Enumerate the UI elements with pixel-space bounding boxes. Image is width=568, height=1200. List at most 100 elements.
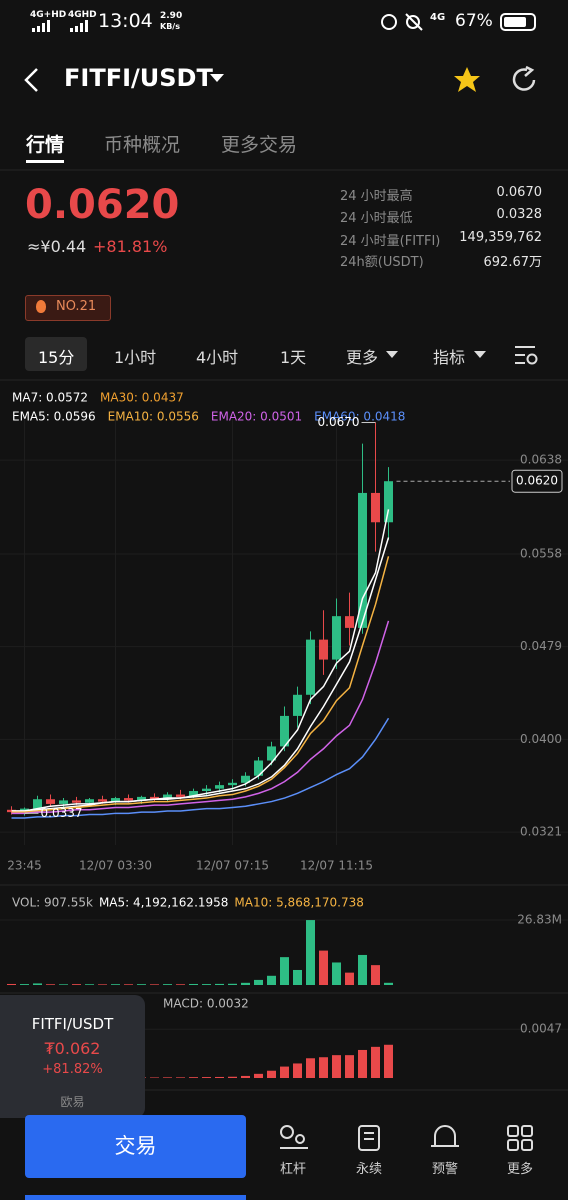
bar bbox=[33, 983, 42, 985]
bar bbox=[384, 982, 393, 985]
bar bbox=[20, 984, 29, 985]
nav-icons bbox=[280, 1125, 533, 1151]
bar bbox=[267, 975, 276, 985]
network: 4G+HD bbox=[30, 10, 67, 20]
back-button[interactable] bbox=[22, 66, 42, 94]
clock: 13:04 bbox=[98, 10, 153, 32]
rank-badge: NO.21 bbox=[25, 295, 111, 321]
panel-legend: MA10: 5,868,170.738 bbox=[234, 896, 363, 910]
dropdown-icon[interactable] bbox=[208, 72, 226, 84]
bar bbox=[150, 1077, 159, 1078]
indicator-line bbox=[11, 509, 390, 812]
indicator-legend: MA7: 0.0572 bbox=[12, 391, 88, 405]
candle-body bbox=[59, 800, 68, 804]
chart-settings[interactable] bbox=[513, 343, 539, 367]
interval[interactable]: 1天 bbox=[280, 348, 307, 367]
trade-label: 交易 bbox=[114, 1134, 157, 1158]
tab[interactable]: 币种概况 bbox=[104, 134, 181, 156]
candle-body bbox=[293, 694, 302, 716]
y-tick-label: 26.83M bbox=[517, 913, 562, 927]
bar bbox=[189, 1077, 198, 1078]
bar bbox=[332, 1055, 341, 1078]
pair-title[interactable]: FITFI/USDT bbox=[64, 64, 213, 92]
bar bbox=[241, 1075, 250, 1078]
nav-item[interactable]: 杠杆 bbox=[279, 1162, 306, 1177]
bar bbox=[189, 983, 198, 985]
y-tick-label: 0.0558 bbox=[520, 546, 562, 560]
bar bbox=[319, 950, 328, 985]
bar bbox=[319, 1057, 328, 1078]
candle-body bbox=[254, 760, 263, 776]
bar bbox=[345, 972, 354, 985]
interval[interactable]: 更多 bbox=[346, 348, 379, 367]
panel-legend: VOL: 907.55k bbox=[12, 896, 93, 910]
y-tick-label: 0.0047 bbox=[520, 1022, 562, 1036]
bar bbox=[85, 984, 94, 985]
bar bbox=[358, 1049, 367, 1078]
battery-icon bbox=[500, 13, 536, 31]
candle-body bbox=[202, 788, 211, 792]
status-icons bbox=[381, 13, 423, 31]
bar bbox=[98, 984, 107, 985]
interval[interactable]: 4小时 bbox=[196, 348, 239, 367]
nav-item[interactable]: 预警 bbox=[431, 1162, 458, 1177]
tab[interactable]: 行情 bbox=[26, 134, 65, 156]
candle-body bbox=[228, 782, 237, 786]
favorite-star[interactable] bbox=[452, 65, 482, 95]
speed-unit: KB/s bbox=[160, 22, 180, 31]
candle-body bbox=[241, 775, 250, 783]
bar bbox=[332, 962, 341, 985]
candle-body bbox=[345, 616, 354, 628]
bar bbox=[202, 1077, 211, 1078]
candle-body bbox=[33, 799, 42, 809]
nav-item[interactable]: 更多 bbox=[506, 1162, 533, 1177]
bar bbox=[241, 982, 250, 985]
candle-body bbox=[358, 492, 367, 628]
bar bbox=[202, 984, 211, 985]
nav-item[interactable]: 永续 bbox=[355, 1162, 382, 1177]
candle-body bbox=[111, 798, 120, 802]
price-change: +81.81% bbox=[93, 237, 168, 256]
bar bbox=[163, 984, 172, 985]
candle-body bbox=[189, 791, 198, 797]
indicator-line bbox=[11, 620, 390, 815]
bar bbox=[306, 920, 315, 985]
share-button[interactable] bbox=[510, 65, 540, 95]
stat-value: 149,359,762 bbox=[459, 230, 542, 245]
speed: 2.90 bbox=[160, 11, 183, 21]
candle-body bbox=[332, 616, 341, 660]
indicator-line bbox=[11, 717, 390, 819]
bar bbox=[371, 1046, 380, 1078]
interval[interactable]: 1小时 bbox=[114, 348, 157, 367]
popup-brand: 欧易 bbox=[60, 1095, 85, 1109]
bar bbox=[267, 1070, 276, 1078]
stat-label: 24 小时最低 bbox=[340, 211, 413, 226]
indicator-line bbox=[11, 537, 390, 812]
max-label: 0.0670 bbox=[318, 415, 360, 429]
bar bbox=[306, 1058, 315, 1078]
bar bbox=[345, 1055, 354, 1078]
y-tick-label: 0.0321 bbox=[520, 825, 562, 839]
bar bbox=[59, 984, 68, 985]
interval[interactable]: 指标 bbox=[433, 348, 466, 367]
bar bbox=[228, 983, 237, 985]
y-tick-label: 0.0479 bbox=[520, 639, 562, 653]
y-tick-label: 0.0638 bbox=[520, 453, 562, 467]
floating-ticker[interactable]: FITFI/USDT ₮0.062 +81.82% 欧易 bbox=[0, 995, 145, 1118]
bar bbox=[358, 954, 367, 985]
bar bbox=[293, 969, 302, 985]
interval[interactable]: 15分 bbox=[38, 348, 75, 367]
signal-icons bbox=[32, 20, 88, 32]
trade-button[interactable]: 交易 bbox=[25, 1115, 246, 1178]
bar bbox=[215, 1076, 224, 1078]
candle-body bbox=[163, 794, 172, 800]
bar bbox=[215, 983, 224, 985]
stat-value: 0.0670 bbox=[496, 185, 543, 200]
candle-body bbox=[124, 798, 133, 801]
candle-body bbox=[46, 799, 55, 804]
bar bbox=[150, 984, 159, 985]
tab[interactable]: 更多交易 bbox=[221, 134, 298, 156]
battery-level: 67% bbox=[455, 11, 493, 31]
